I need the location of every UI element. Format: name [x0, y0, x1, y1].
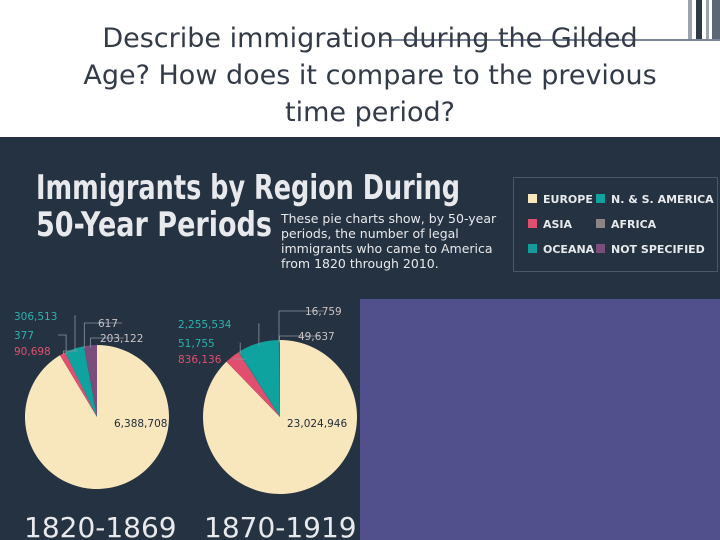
pie-slice-oceana-1820-1869	[65, 352, 97, 417]
pie-slice-not-specified-1820-1869	[83, 345, 97, 417]
data-label-not-specified: 49,637	[298, 331, 335, 343]
legend-swatch-not-specified	[596, 244, 605, 253]
leader-line	[233, 358, 246, 360]
leader-line	[83, 322, 122, 349]
slide-title-line: Age? How does it compare to the previous	[83, 60, 657, 91]
pie-charts: 6,388,708 90,698 377 306,513 617 203,122 1820-…	[14, 306, 357, 540]
decorative-bar	[688, 0, 692, 40]
legend-label-europe: EUROPE	[543, 193, 593, 206]
data-label-asia: 90,698	[14, 346, 51, 358]
pie-slice-africa-1870-1919	[278, 340, 280, 417]
legend-swatch-africa	[596, 219, 605, 228]
slide-title: Describe immigration during the Gilded A…	[40, 20, 700, 131]
data-label-not-specified: 203,122	[100, 333, 143, 345]
subtitle-line: from 1820 through 2010.	[281, 256, 439, 271]
legend-swatch-asia	[528, 219, 537, 228]
leader-line	[63, 350, 78, 356]
legend-swatch-oceana	[528, 244, 537, 253]
leader-line	[279, 335, 320, 343]
legend-label-not-specified: NOT SPECIFIED	[611, 243, 705, 256]
chart-title: 50-Year Periods	[36, 205, 272, 245]
leader-line	[90, 337, 124, 348]
period-label: 1820-1869	[24, 511, 177, 540]
chart-title: Immigrants by Region During	[36, 168, 460, 208]
subtitle-line: immigrants who came to America	[281, 241, 493, 256]
pie-slice-not-specified-1870-1919	[279, 340, 280, 417]
data-label-europe: 23,024,946	[287, 418, 347, 430]
pie-slice-europe-1870-1919	[202, 340, 357, 494]
infographic: Immigrants by Region During 50-Year Peri…	[0, 137, 720, 540]
pie-slice-asia-1870-1919	[226, 352, 280, 417]
legend-swatch-n-s-america	[596, 194, 605, 203]
blank-panel	[360, 299, 720, 540]
chart-svg: Immigrants by Region During 50-Year Peri…	[14, 168, 714, 540]
pie-slice-africa-1820-1869	[83, 346, 97, 417]
slide-title-line: Describe immigration during the Gilded	[102, 23, 638, 54]
pie-slice-n-s-america-1820-1869	[65, 346, 97, 417]
leader-line	[278, 310, 324, 343]
leader-line	[58, 334, 67, 355]
decorative-bar	[696, 0, 702, 40]
pie-slice-asia-1820-1869	[59, 352, 97, 417]
data-label-n-s-america: 306,513	[14, 311, 57, 323]
legend: EUROPE N. & S. AMERICA ASIA AFRICA OCEANA NOT…	[528, 193, 714, 256]
decorative-bar	[706, 0, 709, 40]
slide-title-line: time period?	[285, 97, 455, 128]
legend-swatch-europe	[528, 194, 537, 203]
data-label-asia: 836,136	[178, 354, 222, 366]
decorative-line	[380, 39, 720, 41]
leader-line	[74, 315, 76, 351]
legend-label-n-s-america: N. & S. AMERICA	[611, 193, 714, 206]
pie-slice-n-s-america-1870-1919	[239, 340, 280, 417]
pie-slice-europe-1820-1869	[24, 345, 169, 489]
legend-label-oceana: OCEANA	[543, 243, 595, 256]
legend-label-asia: ASIA	[543, 218, 573, 231]
data-label-n-s-america: 2,255,534	[178, 319, 232, 331]
data-label-europe: 6,388,708	[114, 418, 167, 430]
legend-label-africa: AFRICA	[611, 218, 657, 231]
subtitle-line: periods, the number of legal	[281, 226, 459, 241]
slide-header: Describe immigration during the Gilded A…	[0, 0, 720, 137]
data-label-africa: 617	[98, 318, 118, 330]
data-label-oceana: 377	[14, 330, 34, 342]
leader-line	[258, 323, 260, 346]
decorative-bar	[712, 0, 720, 40]
legend-box	[513, 177, 718, 272]
period-label: 1870-1919	[204, 511, 357, 540]
pie-slice-oceana-1870-1919	[238, 351, 280, 417]
data-label-africa: 16,759	[305, 306, 342, 318]
data-label-oceana: 51,755	[178, 338, 215, 350]
chart-subtitle: These pie charts show, by 50-year period…	[280, 211, 497, 271]
subtitle-line: These pie charts show, by 50-year	[280, 211, 497, 226]
